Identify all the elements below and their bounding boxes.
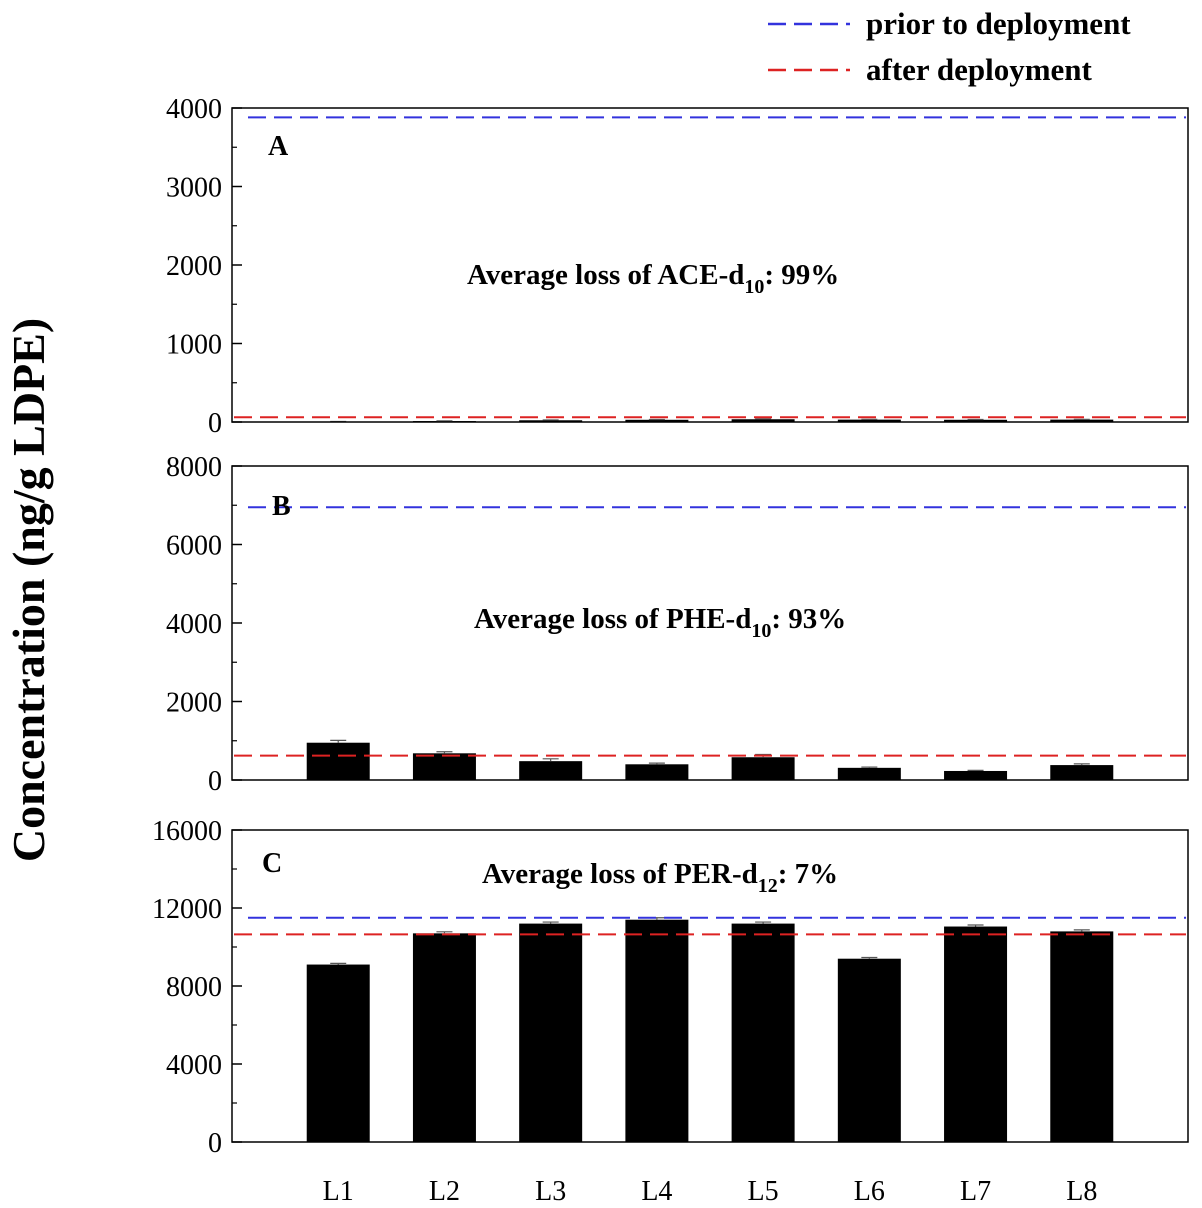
bar-l7 <box>944 926 1008 1142</box>
y-tick-label: 3000 <box>166 173 222 204</box>
y-tick-label: 12000 <box>152 894 222 925</box>
bar-l5 <box>731 923 795 1142</box>
legend-label-after: after deployment <box>866 52 1093 87</box>
x-tick-label-l7: L7 <box>960 1176 991 1207</box>
x-tick-label-l6: L6 <box>854 1176 885 1207</box>
plot-frame <box>231 107 1189 423</box>
bar-l5 <box>731 757 795 780</box>
y-tick-label: 0 <box>208 1128 222 1159</box>
x-tick-label-l4: L4 <box>641 1176 672 1207</box>
y-tick-label: 8000 <box>166 452 222 483</box>
y-tick-label: 2000 <box>166 251 222 282</box>
y-tick-label: 0 <box>208 408 222 439</box>
x-tick-label-l1: L1 <box>323 1176 354 1207</box>
y-tick-label: 4000 <box>166 94 222 125</box>
bar-l5 <box>731 419 795 422</box>
y-tick-label: 8000 <box>166 972 222 1003</box>
y-axis-label: Concentration (ng/g LDPE) <box>3 318 54 862</box>
y-tick-label: 0 <box>208 766 222 797</box>
bar-l6 <box>837 419 901 422</box>
bar-l3 <box>519 923 583 1142</box>
bar-l4 <box>625 919 689 1142</box>
plot-frame <box>231 465 1189 781</box>
bar-l2 <box>412 933 476 1142</box>
y-tick-label: 4000 <box>166 1050 222 1081</box>
x-tick-labels: L1 L2 L3 L4 L5 L6 L7 L8 <box>323 1176 1098 1207</box>
panel-annotation: Average loss of PER-d12: 7% <box>482 858 838 897</box>
bar-l6 <box>837 767 901 780</box>
panel-a: 0 1000 2000 3000 4000 A Average loss of ACE-d1… <box>166 94 1189 439</box>
panels: 0 1000 2000 3000 4000 A Average loss of ACE-d1… <box>152 94 1189 1159</box>
plot-frame <box>231 829 1189 1143</box>
y-tick-label: 16000 <box>152 816 222 847</box>
bar-l8 <box>1050 931 1114 1142</box>
bar-l8 <box>1050 419 1114 422</box>
bar-l8 <box>1050 765 1114 780</box>
panel-letter: C <box>262 848 282 879</box>
bar-l3 <box>519 420 583 422</box>
y-tick-label: 4000 <box>166 609 222 640</box>
panel-annotation: Average loss of ACE-d10: 99% <box>467 259 839 298</box>
panel-letter: B <box>272 491 291 522</box>
bar-l2 <box>412 753 476 780</box>
bar-l7 <box>944 770 1008 780</box>
panel-b: 0 2000 4000 6000 8000 B Average loss of PHE-d1… <box>166 452 1189 797</box>
bar-l1 <box>306 742 370 780</box>
legend: prior to deployment after deployment <box>768 6 1131 87</box>
x-tick-label-l8: L8 <box>1066 1176 1097 1207</box>
bar-l7 <box>944 419 1008 422</box>
bar-l1 <box>306 964 370 1142</box>
x-tick-label-l5: L5 <box>748 1176 779 1207</box>
y-tick-label: 2000 <box>166 688 222 719</box>
bar-l6 <box>837 958 901 1142</box>
legend-label-prior: prior to deployment <box>866 6 1131 41</box>
y-tick-label: 6000 <box>166 531 222 562</box>
panel-c: 0 4000 8000 12000 16000 C Average loss of PER-… <box>152 816 1189 1159</box>
x-tick-label-l3: L3 <box>535 1176 566 1207</box>
bar-l4 <box>625 419 689 422</box>
bar-l3 <box>519 761 583 780</box>
bar-l4 <box>625 764 689 780</box>
y-tick-label: 1000 <box>166 330 222 361</box>
panel-letter: A <box>268 131 289 162</box>
x-tick-label-l2: L2 <box>429 1176 460 1207</box>
panel-annotation: Average loss of PHE-d10: 93% <box>474 603 846 642</box>
